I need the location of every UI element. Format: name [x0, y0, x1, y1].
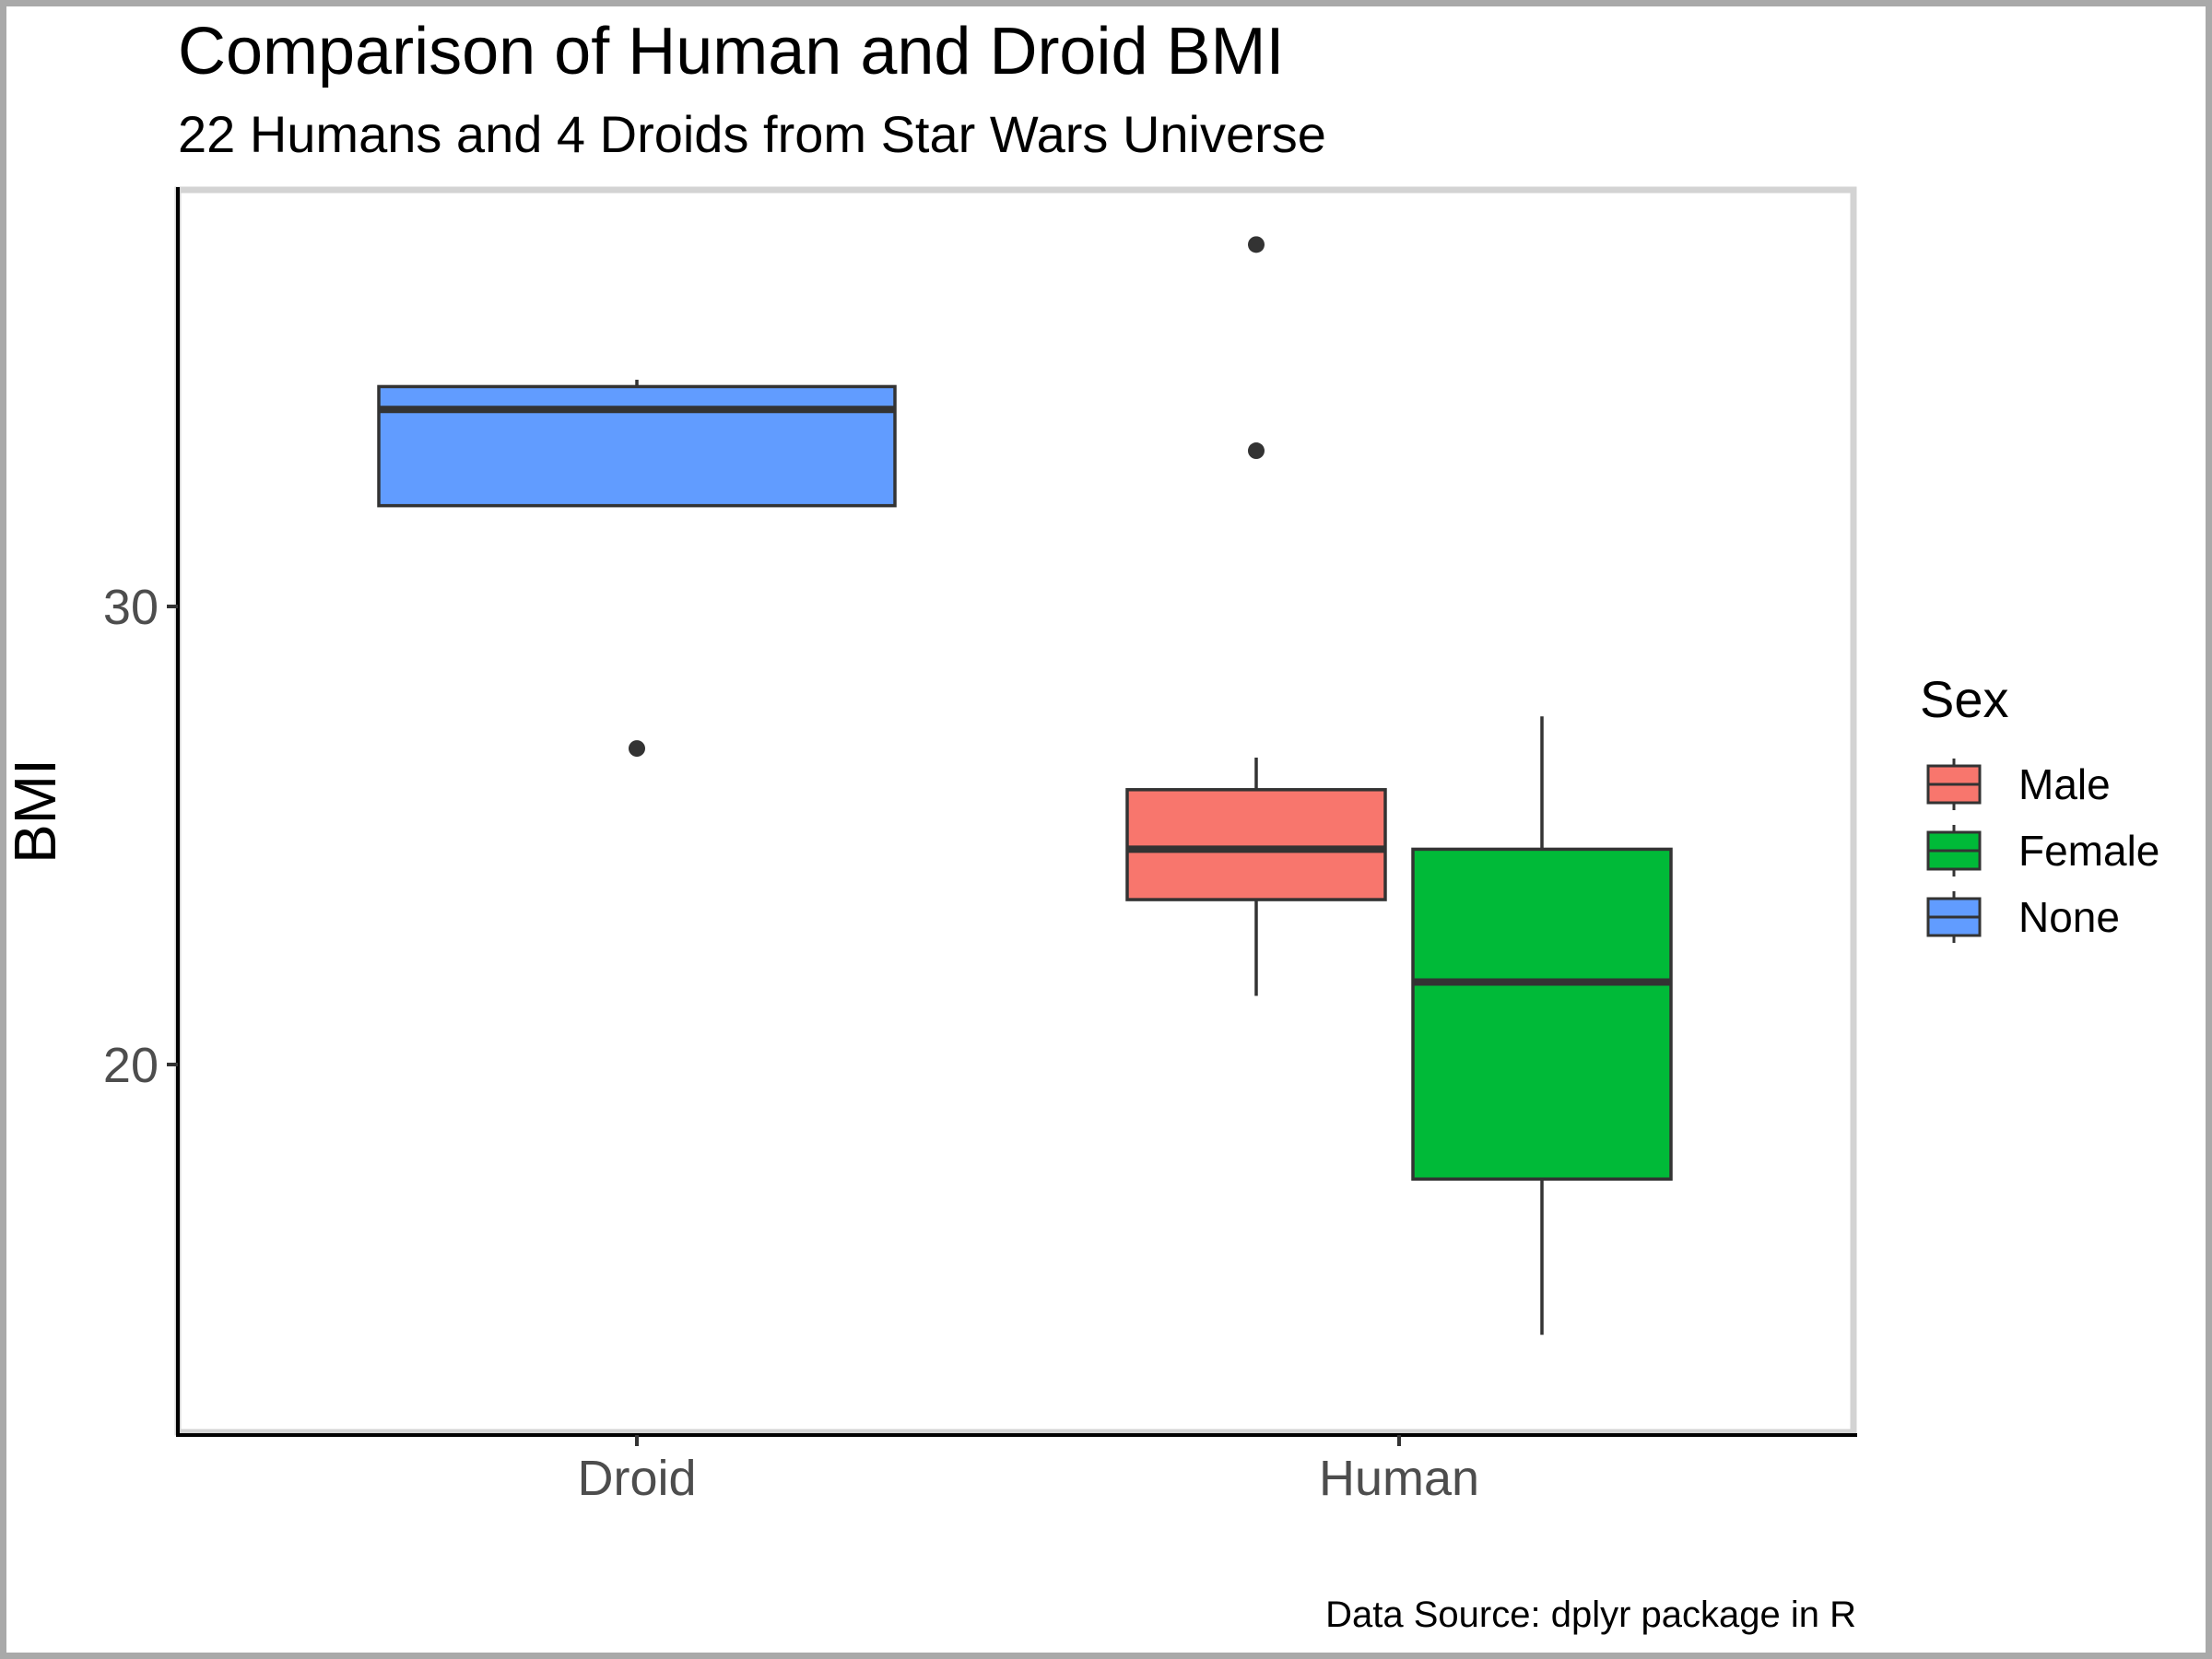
box-human-male [1125, 236, 1387, 996]
y-axis-label: BMI [2, 759, 68, 864]
x-tick-label: Human [1319, 1451, 1479, 1506]
box-droid-none [377, 379, 897, 758]
x-tick-label: Droid [577, 1451, 696, 1506]
legend-item-male: Male [1926, 759, 2111, 810]
outlier-point [1248, 442, 1265, 460]
legend: Male Female None [1926, 759, 2159, 943]
outlier-point [1248, 236, 1265, 253]
box-body [1125, 788, 1387, 901]
y-tick-label: 20 [103, 1038, 159, 1093]
box-human-female [1411, 716, 1673, 1335]
legend-label: Male [2018, 760, 2111, 808]
legend-item-female: Female [1926, 825, 2159, 877]
y-tick-label: 30 [103, 580, 159, 635]
chart-title: Comparison of Human and Droid BMI [178, 15, 1285, 88]
data-marks [377, 236, 1673, 1335]
outlier-point [629, 740, 645, 758]
axis-ticks: 20 30 Droid Human [103, 580, 1479, 1506]
legend-title: Sex [1920, 670, 2009, 728]
legend-item-none: None [1926, 891, 2120, 943]
legend-label: Female [2018, 827, 2159, 875]
box-body [1411, 847, 1673, 1181]
box-body [377, 384, 897, 508]
chart-caption: Data Source: dplyr package in R [1325, 1594, 1856, 1635]
plot-panel [174, 186, 1857, 1436]
chart-subtitle: 22 Humans and 4 Droids from Star Wars Un… [178, 105, 1326, 163]
legend-label: None [2018, 893, 2120, 941]
